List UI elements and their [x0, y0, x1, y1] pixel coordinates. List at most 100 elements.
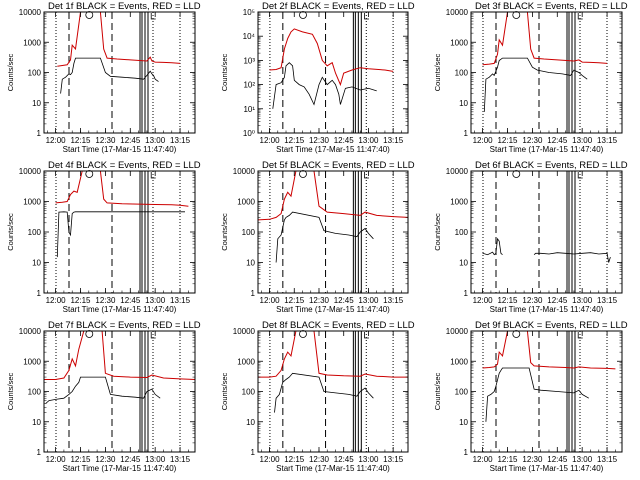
x-axis-label: Start Time (17-Mar-15 11:47:40) [63, 145, 177, 154]
x-tick-label: 13:00 [358, 455, 379, 464]
y-tick-label: 10000 [19, 327, 42, 336]
y-tick-label: 10 [459, 99, 468, 108]
x-tick-label: 12:45 [547, 296, 568, 305]
x-tick-label: 12:15 [497, 136, 518, 145]
y-tick-label: 1 [464, 448, 469, 457]
series-line [57, 12, 181, 67]
y-tick-label: 1000 [450, 357, 468, 366]
plot-frame [43, 11, 196, 134]
x-tick-label: 12:15 [70, 296, 91, 305]
panel-title: Det 1f BLACK = Events, RED = LLD [48, 1, 201, 12]
y-axis-label: Counts/sec [433, 53, 442, 91]
y-tick-label: 10⁵ [243, 8, 255, 17]
series-line [269, 28, 394, 87]
y-axis-label: Counts/sec [220, 53, 229, 91]
x-tick-label: 12:00 [46, 136, 67, 145]
y-tick-label: 10⁰ [243, 129, 255, 138]
x-tick-label: 12:30 [95, 136, 116, 145]
plot-frame [43, 330, 196, 453]
y-axis-label: Counts/sec [6, 53, 15, 91]
y-tick-label: 10 [246, 259, 255, 268]
plot-frame [257, 11, 409, 134]
y-tick-label: 1 [464, 289, 469, 298]
marker-circle [85, 11, 94, 19]
x-tick-label: 12:45 [120, 455, 141, 464]
x-tick-label: 13:15 [383, 136, 404, 145]
x-tick-label: 12:15 [497, 455, 518, 464]
x-axis-label: Start Time (17-Mar-15 11:47:40) [63, 464, 177, 473]
y-tick-label: 10000 [446, 8, 469, 17]
x-tick-label: 13:15 [597, 296, 618, 305]
x-tick-label: 12:15 [497, 296, 518, 305]
x-tick-label: 12:45 [547, 136, 568, 145]
y-tick-label: 1 [37, 129, 42, 138]
series-line [45, 376, 161, 404]
y-tick-label: 100 [242, 388, 256, 397]
x-tick-label: 12:00 [473, 455, 494, 464]
y-axis-label: Counts/sec [220, 213, 229, 251]
x-tick-label: 12:30 [95, 455, 116, 464]
x-tick-label: 12:15 [284, 296, 305, 305]
x-tick-label: 12:15 [70, 455, 91, 464]
series-line [485, 367, 589, 422]
panel-title: Det 4f BLACK = Events, RED = LLD [48, 160, 201, 171]
y-tick-label: 10² [243, 81, 255, 90]
marker-circle [85, 170, 94, 178]
y-tick-label: 100 [242, 228, 256, 237]
x-tick-label: 12:30 [309, 136, 330, 145]
x-tick-label: 12:45 [334, 455, 355, 464]
series-line [55, 171, 189, 207]
x-tick-label: 13:15 [170, 296, 191, 305]
y-tick-label: 10000 [446, 327, 469, 336]
y-tick-label: 10000 [233, 167, 256, 176]
marker-circle [299, 11, 307, 19]
x-axis-label: Start Time (17-Mar-15 11:47:40) [490, 305, 604, 314]
y-tick-label: 10000 [233, 327, 256, 336]
x-tick-label: 13:00 [358, 136, 379, 145]
marker-bracket [150, 172, 156, 179]
y-tick-label: 10000 [19, 8, 42, 17]
x-tick-label: 12:00 [260, 136, 281, 145]
x-tick-label: 12:00 [473, 296, 494, 305]
panel-title: Det 6f BLACK = Events, RED = LLD [475, 160, 628, 171]
series-line [272, 62, 377, 109]
y-tick-label: 10¹ [243, 105, 255, 114]
x-tick-label: 12:00 [260, 455, 281, 464]
marker-circle [299, 330, 307, 338]
y-tick-label: 10 [459, 259, 468, 268]
x-tick-label: 12:30 [522, 136, 543, 145]
y-tick-label: 1000 [23, 38, 41, 47]
x-tick-label: 12:15 [284, 455, 305, 464]
series-line [533, 252, 611, 263]
x-tick-label: 13:00 [572, 136, 593, 145]
series-line [482, 331, 616, 370]
y-tick-label: 1000 [450, 38, 468, 47]
plot-frame [470, 11, 623, 134]
y-tick-label: 100 [455, 228, 469, 237]
y-axis-label: Counts/sec [220, 372, 229, 410]
series-line [482, 237, 503, 256]
y-tick-label: 10000 [446, 167, 469, 176]
x-tick-label: 13:15 [597, 136, 618, 145]
x-tick-label: 13:00 [145, 296, 166, 305]
y-tick-label: 1000 [237, 357, 255, 366]
y-tick-label: 100 [28, 228, 42, 237]
series-line [483, 57, 588, 112]
y-tick-label: 10 [459, 418, 468, 427]
x-tick-label: 12:45 [547, 455, 568, 464]
marker-bracket [577, 172, 583, 179]
x-tick-label: 12:15 [70, 136, 91, 145]
marker-bracket [364, 172, 369, 179]
x-tick-label: 13:15 [170, 455, 191, 464]
plot-frame [470, 170, 623, 294]
marker-bracket [150, 332, 156, 339]
